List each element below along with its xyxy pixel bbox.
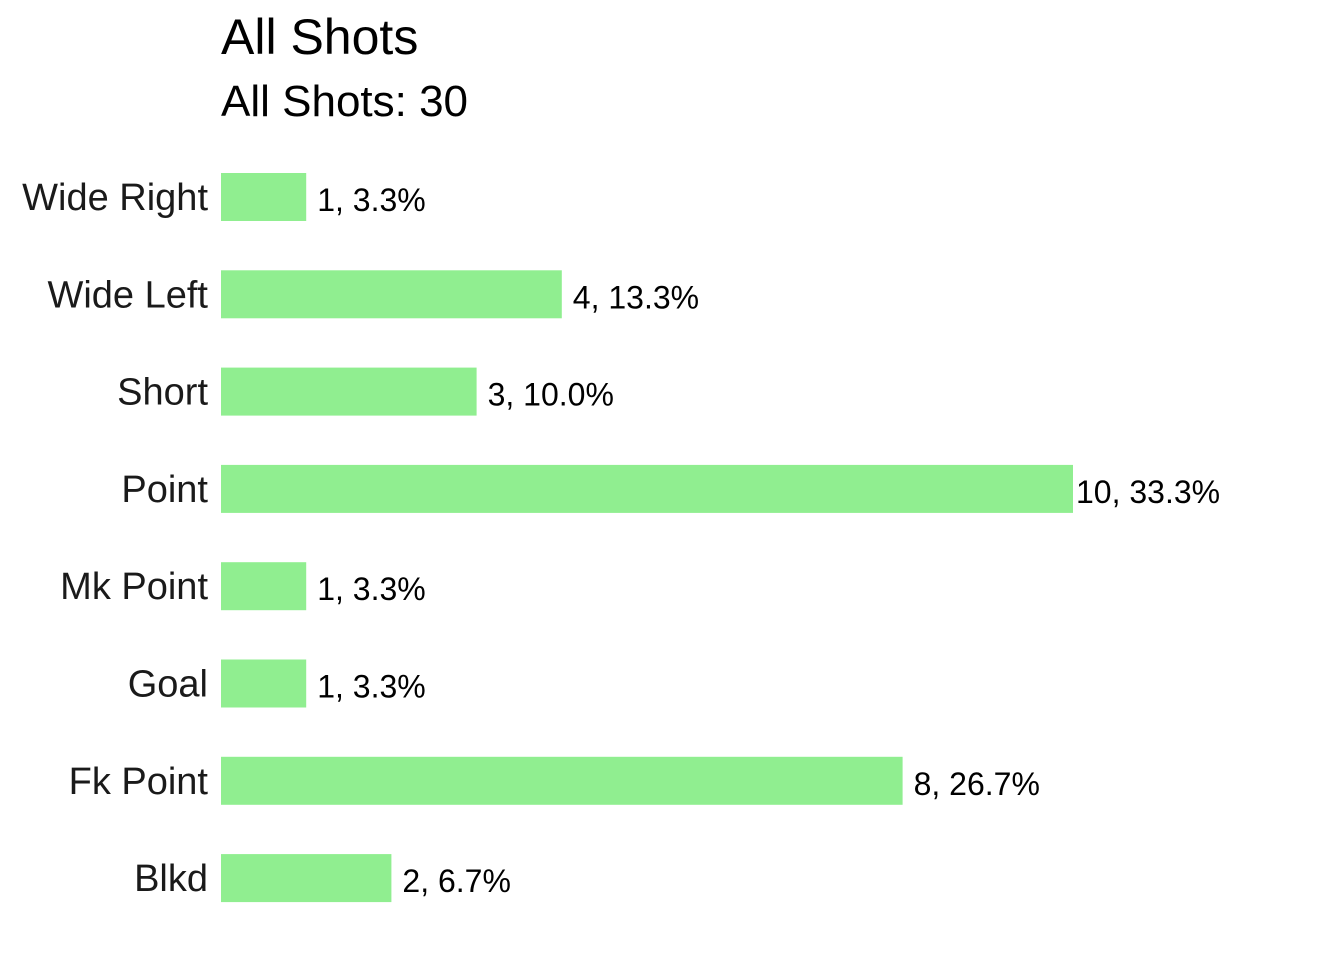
category-label: Mk Point — [60, 566, 208, 608]
category-label: Fk Point — [69, 761, 209, 803]
data-label: 1, 3.3% — [317, 571, 426, 607]
data-label: 1, 3.3% — [317, 182, 426, 218]
bars-group: Wide Right 1, 3.3% Wide Left 4, 13.3% Short 3… — [22, 173, 1220, 903]
category-label: Goal — [128, 664, 208, 706]
bar-fk-point — [221, 756, 903, 805]
bar-point — [221, 464, 1073, 513]
chart-subtitle: All Shots: 30 — [221, 77, 468, 126]
data-label: 8, 26.7% — [914, 766, 1040, 802]
bar-wide-right — [221, 173, 307, 221]
bar-wide-left — [221, 270, 562, 319]
category-label: Short — [117, 372, 208, 414]
bar-blkd — [221, 854, 392, 903]
bar-goal — [221, 659, 307, 708]
category-label: Point — [121, 469, 208, 511]
data-label: 3, 10.0% — [488, 377, 614, 413]
bar-short — [221, 367, 477, 416]
category-label: Wide Right — [22, 177, 208, 219]
data-label: 4, 13.3% — [573, 279, 699, 315]
chart-title: All Shots — [221, 9, 418, 65]
category-label: Wide Left — [47, 274, 208, 316]
bar-mk-point — [221, 562, 307, 611]
category-label: Blkd — [134, 858, 208, 900]
data-label: 1, 3.3% — [317, 669, 426, 705]
data-label: 10, 33.3% — [1076, 474, 1220, 510]
data-label: 2, 6.7% — [402, 863, 511, 899]
